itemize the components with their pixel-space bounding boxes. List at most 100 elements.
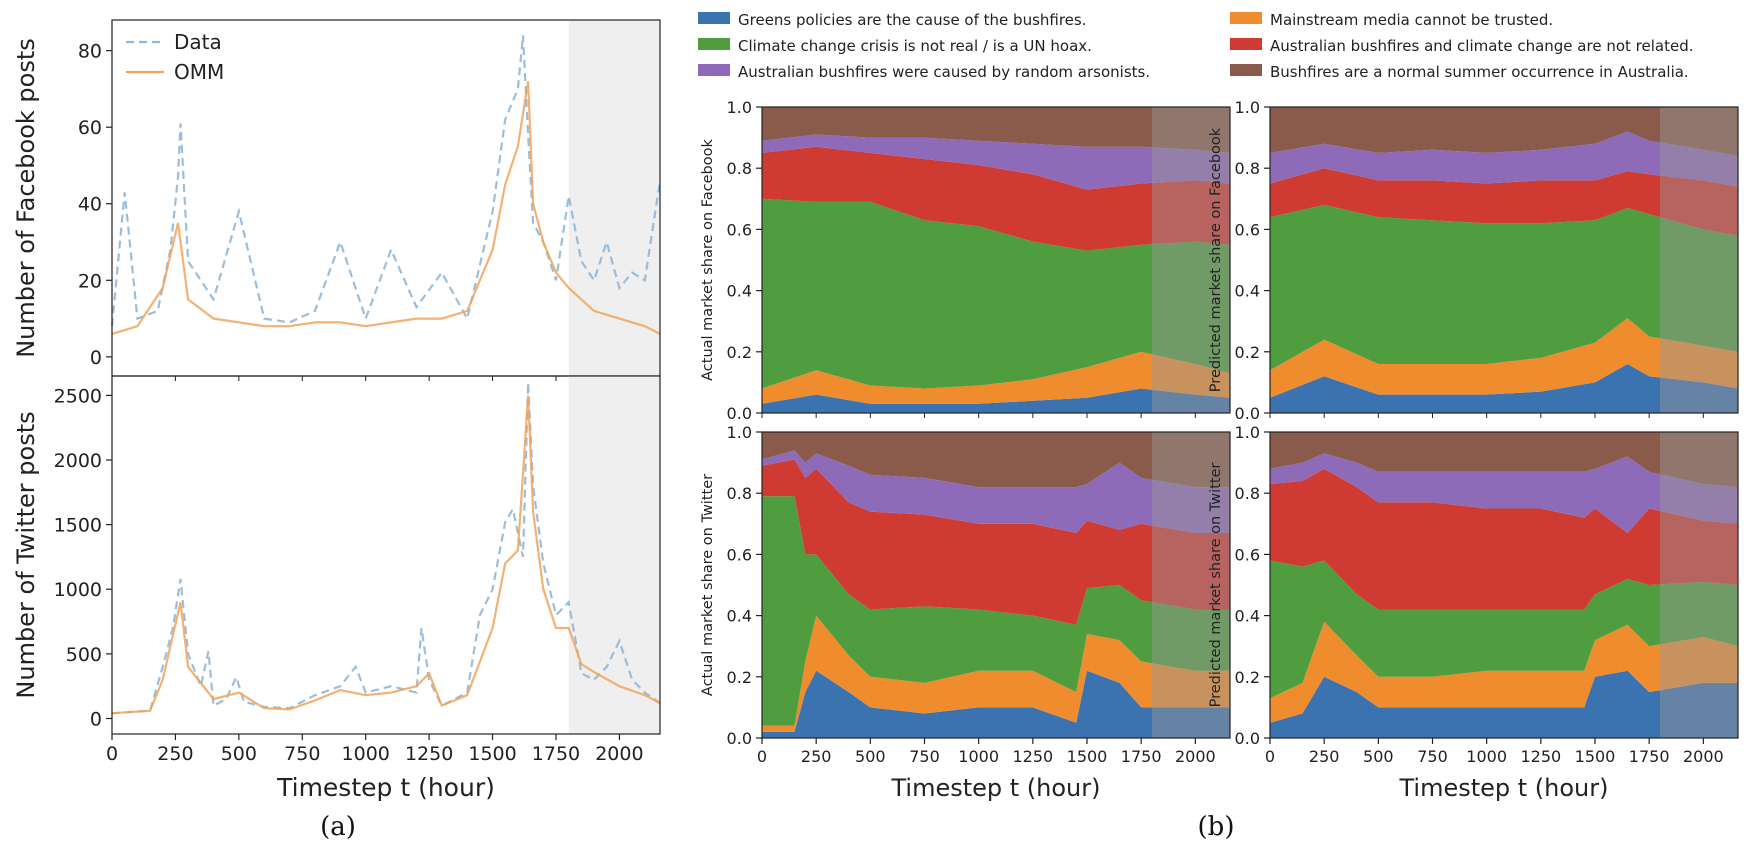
y-axis-label: Predicted market share on Facebook: [1208, 127, 1224, 392]
y-tick-label: 1.0: [727, 423, 752, 442]
x-tick-label: 1750: [532, 743, 580, 765]
x-tick-label: 2000: [1175, 747, 1216, 766]
area-australian-bushfires-and-climate-change-: [1270, 168, 1738, 236]
x-tick-label: 0: [757, 747, 767, 766]
y-tick-label: 0.2: [1235, 343, 1260, 362]
x-axis-label: Timestep t (hour): [276, 773, 495, 802]
y-tick-label: 0: [90, 708, 102, 730]
forecast-shade: [1152, 432, 1230, 738]
y-tick-label: 1000: [54, 579, 102, 601]
legend-label: Mainstream media cannot be trusted.: [1270, 11, 1553, 29]
legend-swatch: [1230, 64, 1262, 76]
area-bushfires-are-a-normal-summer-occurrence: [762, 107, 1230, 153]
forecast-shade: [1152, 107, 1230, 413]
legend-label: Data: [174, 30, 222, 54]
x-axis-label: Timestep t (hour): [890, 774, 1100, 802]
y-tick-label: 1500: [54, 515, 102, 537]
axes-frame: [1269, 431, 1739, 739]
legend-label: Bushfires are a normal summer occurrence…: [1270, 63, 1689, 81]
area-bushfires-are-a-normal-summer-occurrence: [762, 432, 1230, 488]
y-tick-label: 0.6: [1235, 545, 1260, 564]
y-tick-label: 0.0: [727, 404, 752, 423]
y-tick-label: 0.0: [1235, 404, 1260, 423]
area-greens-policies-are-the-cause-of-the-bus: [1270, 670, 1738, 738]
x-tick-label: 250: [801, 747, 832, 766]
x-tick-label: 250: [1309, 747, 1340, 766]
x-tick-label: 2000: [595, 743, 643, 765]
y-tick-label: 1.0: [1235, 98, 1260, 117]
y-tick-label: 0.4: [1235, 607, 1260, 626]
legend-b: Greens policies are the cause of the bus…: [698, 11, 1693, 81]
area-climate-change-crisis-is-not-real-is-a-u: [1270, 204, 1738, 371]
series-line-omm: [111, 395, 661, 715]
area-australian-bushfires-and-climate-change-: [762, 146, 1230, 251]
y-tick-label: 0.8: [1235, 484, 1260, 503]
area-mainstream-media-cannot-be-trusted: [762, 615, 1230, 732]
area-bushfires-are-a-normal-summer-occurrence: [1270, 107, 1738, 156]
x-tick-label: 0: [1265, 747, 1275, 766]
chart-predicted-facebook: 0.0 0.2 0.4 0.6 0.8 1.0 Predicted market share…: [1208, 98, 1739, 423]
x-tick-label: 750: [909, 747, 940, 766]
area-mainstream-media-cannot-be-trusted: [762, 351, 1230, 404]
y-tick-label: 0.6: [727, 545, 752, 564]
x-tick-label: 1250: [1520, 747, 1561, 766]
y-tick-label: 0.2: [1235, 668, 1260, 687]
caption-a: (a): [320, 812, 356, 842]
x-tick-label: 750: [1417, 747, 1448, 766]
series-line-data: [110, 35, 662, 327]
axes-frame: [761, 106, 1231, 414]
x-tick-label: 1250: [1012, 747, 1053, 766]
x-tick-label: 1000: [342, 743, 390, 765]
legend-label: Australian bushfires and climate change …: [1270, 37, 1693, 55]
y-axis-label: Number of Twitter posts: [12, 411, 40, 698]
area-mainstream-media-cannot-be-trusted: [1270, 318, 1738, 398]
y-tick-label: 0.8: [727, 159, 752, 178]
y-axis-label: Actual market share on Facebook: [700, 139, 716, 381]
x-tick-label: 1500: [1067, 747, 1108, 766]
area-australian-bushfires-were-caused-by-rand: [1270, 131, 1738, 187]
caption-b: (b): [1198, 812, 1235, 842]
series-line-omm: [111, 81, 661, 335]
legend-label: Climate change crisis is not real / is a…: [738, 37, 1092, 55]
y-axis-label: Number of Facebook posts: [12, 38, 40, 358]
y-tick-label: 0.0: [1235, 729, 1260, 748]
area-mainstream-media-cannot-be-trusted: [1270, 621, 1738, 723]
y-tick-label: 500: [66, 644, 102, 666]
y-tick-label: 60: [78, 117, 102, 139]
y-tick-label: 0.0: [727, 729, 752, 748]
forecast-shade: [1660, 432, 1738, 738]
area-climate-change-crisis-is-not-real-is-a-u: [762, 496, 1230, 726]
x-tick-label: 2000: [1683, 747, 1724, 766]
legend-swatch: [1230, 12, 1262, 24]
chart-predicted-twitter: 0.0 0.2 0.4 0.6 0.8 1.0 0 250 500 750 1000 1250 1500…: [1208, 423, 1739, 802]
forecast-shade: [568, 376, 660, 734]
area-greens-policies-are-the-cause-of-the-bus: [762, 670, 1230, 738]
x-tick-label: 1000: [1466, 747, 1507, 766]
y-tick-label: 40: [78, 194, 102, 216]
x-tick-label: 1250: [405, 743, 453, 765]
y-tick-label: 0.4: [727, 607, 752, 626]
y-tick-label: 1.0: [1235, 423, 1260, 442]
y-tick-label: 0.2: [727, 343, 752, 362]
y-tick-label: 0.8: [727, 484, 752, 503]
y-tick-label: 0.2: [727, 668, 752, 687]
legend-label: Greens policies are the cause of the bus…: [738, 11, 1087, 29]
x-tick-label: 1750: [1629, 747, 1670, 766]
y-tick-label: 0.4: [727, 282, 752, 301]
axes-frame: [761, 431, 1231, 739]
x-tick-label: 1000: [958, 747, 999, 766]
y-tick-label: 80: [78, 41, 102, 63]
x-axis-label: Timestep t (hour): [1398, 774, 1608, 802]
y-tick-label: 2500: [54, 385, 102, 407]
series-line-data: [111, 382, 661, 715]
y-tick-label: 0.6: [727, 220, 752, 239]
forecast-shade: [1660, 107, 1738, 413]
forecast-shade: [568, 20, 660, 376]
chart-twitter-posts: 0 500 1000 1500 2000 2500 0 250 500 750 1000 1250 15…: [12, 375, 661, 802]
x-tick-label: 1500: [1575, 747, 1616, 766]
axes-frame: [1269, 106, 1739, 414]
area-australian-bushfires-were-caused-by-rand: [762, 134, 1230, 190]
area-bushfires-are-a-normal-summer-occurrence: [1270, 432, 1738, 488]
y-tick-label: 20: [78, 270, 102, 292]
